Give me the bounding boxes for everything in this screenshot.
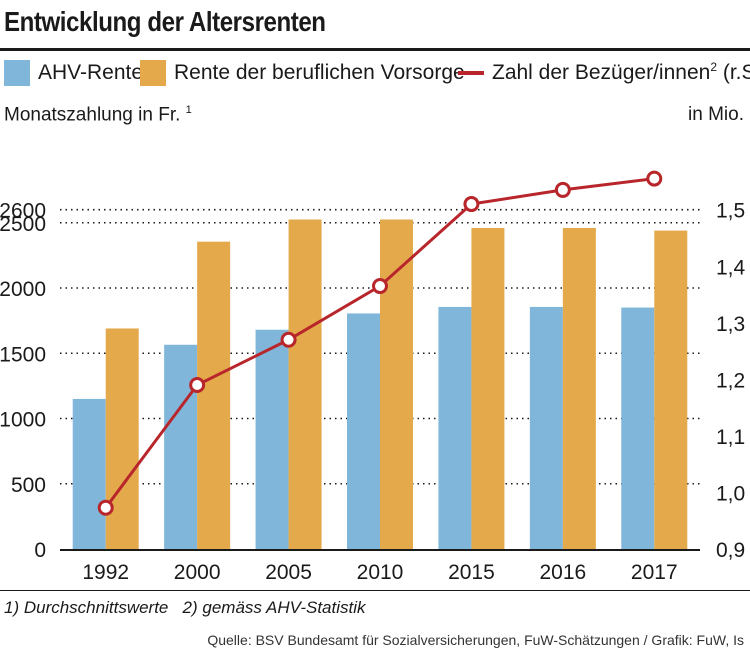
left-axis-label: Monatszahlung in Fr. 1 [4, 104, 192, 126]
bar-ahv [255, 329, 289, 549]
point-count [554, 181, 571, 198]
y-left-tick-label: 1500 [0, 343, 46, 366]
bar-ahv [164, 344, 198, 549]
y-right-tick-label: 0,9 [716, 539, 745, 562]
y-left-tick-label: 0 [34, 539, 46, 562]
bar-bvg [288, 219, 322, 550]
y-left-tick-label: 500 [11, 474, 46, 497]
bar-ahv [347, 313, 380, 549]
legend-swatch-bvg [140, 60, 166, 86]
bar-ahv [438, 306, 472, 549]
y-left-tick-label: 2500 [0, 213, 46, 236]
point-count [646, 170, 663, 187]
bar-bvg [562, 227, 596, 549]
y-right-tick-label: 1,1 [716, 426, 745, 449]
y-left-tick-label: 2000 [0, 278, 46, 301]
legend-label-ahv: AHV-Rente [38, 61, 144, 84]
point-count [189, 377, 206, 394]
point-count [463, 196, 480, 213]
title-rule [0, 48, 750, 51]
x-tick-label: 2000 [174, 561, 221, 584]
x-tick-label: 2005 [265, 561, 312, 584]
legend-item-count: Zahl der Bezüger/innen2 (r.S.) [458, 60, 750, 85]
bar-bvg [654, 230, 688, 549]
y-left-tick-label: 1000 [0, 409, 46, 432]
legend-swatch-count [458, 70, 484, 75]
bar-ahv [529, 306, 563, 549]
chart-title: Entwicklung der Altersrenten [4, 6, 326, 37]
x-tick-label: 2010 [357, 561, 404, 584]
point-count [372, 278, 388, 295]
bar-ahv [621, 307, 655, 549]
y-left-tick-label: 2600 [0, 200, 46, 223]
legend: AHV-Rente Rente der beruflichen Vorsorge… [0, 60, 750, 90]
y-right-tick-label: 1,2 [716, 369, 745, 392]
x-tick-label: 2017 [631, 561, 678, 584]
bar-bvg [105, 328, 139, 549]
footnote-rule [0, 590, 750, 591]
x-tick-label: 2015 [448, 561, 495, 584]
point-count [97, 499, 114, 516]
source-note: Quelle: BSV Bundesamt für Sozialversiche… [207, 632, 744, 648]
x-tick-label: 2016 [539, 561, 586, 584]
legend-item-bvg: Rente der beruflichen Vorsorge [140, 60, 465, 86]
bar-bvg [471, 227, 505, 549]
x-tick-label: 1992 [82, 561, 129, 584]
point-count [280, 331, 297, 348]
legend-label-count: Zahl der Bezüger/innen2 (r.S.) [492, 60, 750, 84]
legend-item-ahv: AHV-Rente [4, 60, 143, 86]
y-right-tick-label: 1,3 [716, 313, 745, 336]
legend-swatch-ahv [4, 60, 30, 86]
y-right-tick-label: 1,0 [716, 482, 745, 505]
footnote: 1) Durchschnittswerte 2) gemäss AHV-Stat… [4, 598, 366, 617]
bar-bvg [197, 241, 231, 550]
right-axis-label: in Mio. [688, 104, 744, 125]
bar-bvg [380, 219, 413, 550]
y-right-tick-label: 1,5 [716, 200, 745, 223]
y-right-tick-label: 1,4 [716, 256, 746, 279]
bar-ahv [72, 398, 106, 549]
legend-label-bvg: Rente der beruflichen Vorsorge [174, 61, 465, 84]
